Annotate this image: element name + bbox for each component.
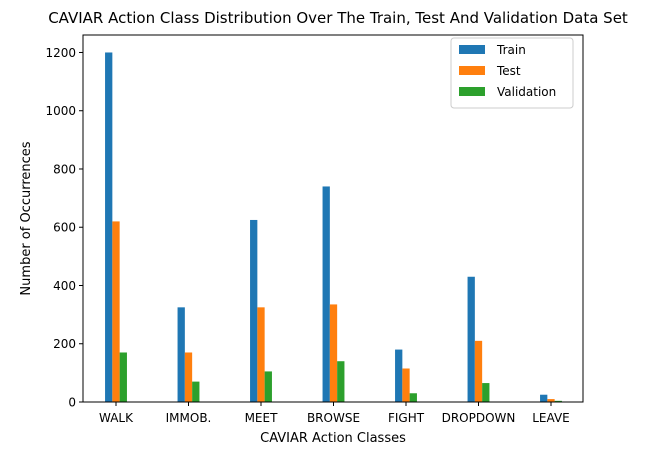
bars-group bbox=[105, 52, 562, 402]
x-tick-label: LEAVE bbox=[532, 411, 570, 425]
x-tick-label: MEET bbox=[245, 411, 279, 425]
x-axis: WALK IMMOB. MEET BROWSE FIGHT DROPDOWN LEAVE bbox=[99, 402, 570, 425]
chart-title: CAVIAR Action Class Distribution Over Th… bbox=[48, 9, 628, 27]
legend-swatch-test bbox=[459, 66, 485, 75]
bar-train-1 bbox=[177, 307, 185, 402]
bar-test-5 bbox=[474, 340, 483, 402]
bar-validation-2 bbox=[264, 371, 272, 402]
bar-test-0 bbox=[112, 221, 120, 402]
y-tick-label: 0 bbox=[68, 396, 76, 410]
legend-label-validation: Validation bbox=[497, 85, 556, 99]
x-tick-label: DROPDOWN bbox=[442, 411, 516, 425]
bar-validation-3 bbox=[337, 361, 345, 402]
bar-test-1 bbox=[184, 352, 193, 402]
y-tick-label: 1200 bbox=[45, 46, 76, 60]
bar-validation-0 bbox=[119, 352, 127, 402]
legend-swatch-validation bbox=[459, 87, 485, 96]
x-tick-label: WALK bbox=[99, 411, 134, 425]
y-tick-label: 800 bbox=[53, 162, 76, 176]
bar-validation-6 bbox=[554, 400, 562, 402]
y-tick-label: 400 bbox=[53, 279, 76, 293]
bar-train-5 bbox=[467, 276, 475, 402]
bar-test-3 bbox=[329, 304, 338, 402]
legend: Train Test Validation bbox=[450, 37, 574, 109]
y-tick-label: 200 bbox=[53, 337, 76, 351]
bar-train-2 bbox=[250, 219, 258, 402]
bar-validation-4 bbox=[409, 393, 417, 402]
x-axis-label: CAVIAR Action Classes bbox=[260, 431, 406, 446]
bar-test-4 bbox=[402, 368, 410, 402]
x-tick-label: FIGHT bbox=[388, 411, 425, 425]
bar-test-2 bbox=[257, 307, 265, 402]
bar-train-6 bbox=[540, 394, 548, 402]
y-axis-label: Number of Occurrences bbox=[19, 141, 34, 295]
x-tick-label: IMMOB. bbox=[166, 411, 212, 425]
bar-test-6 bbox=[547, 399, 555, 402]
y-tick-label: 1000 bbox=[45, 104, 76, 118]
plot-frame bbox=[82, 34, 584, 403]
bar-train-4 bbox=[395, 349, 403, 402]
y-tick-label: 600 bbox=[53, 221, 76, 235]
bar-train-0 bbox=[105, 52, 113, 402]
legend-label-test: Test bbox=[496, 64, 521, 78]
legend-label-train: Train bbox=[496, 43, 526, 57]
legend-swatch-train bbox=[459, 45, 485, 54]
x-tick-label: BROWSE bbox=[307, 411, 360, 425]
bar-validation-1 bbox=[192, 381, 200, 402]
bar-train-3 bbox=[322, 186, 330, 402]
y-axis: 0 200 400 600 800 1000 1200 bbox=[45, 46, 83, 410]
bar-validation-5 bbox=[482, 383, 490, 402]
